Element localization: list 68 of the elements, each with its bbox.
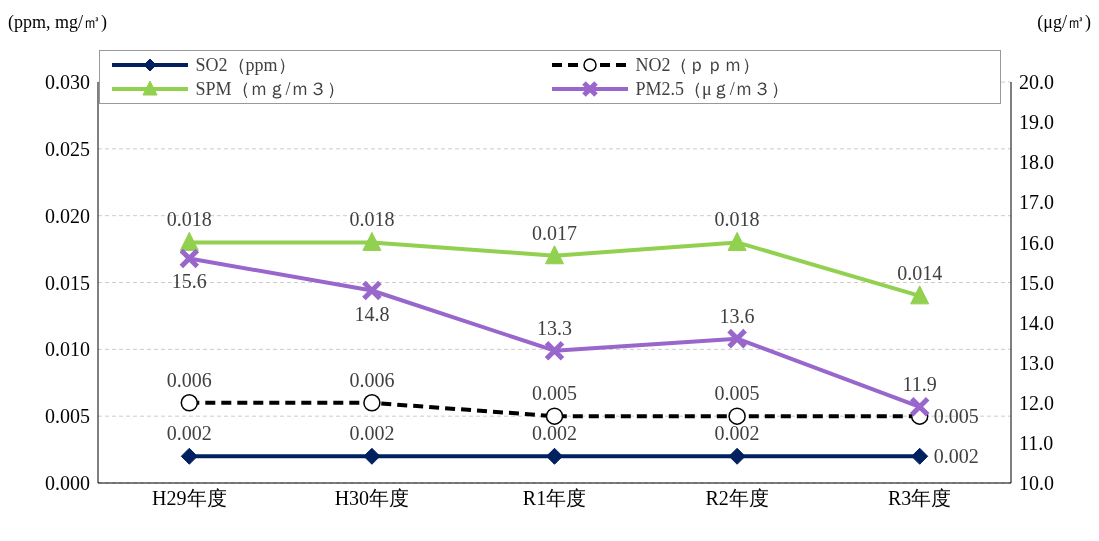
y2-tick-label: 16.0 xyxy=(1019,231,1054,254)
legend-label: PM2.5（μｇ/ｍ３） xyxy=(635,78,789,101)
data-label: 0.002 xyxy=(714,422,760,445)
data-label: 11.9 xyxy=(902,372,937,395)
data-label: 0.017 xyxy=(532,221,577,244)
data-label: 0.006 xyxy=(349,368,395,391)
y2-axis-title: (μg/㎥) xyxy=(1037,11,1091,34)
point xyxy=(363,447,381,465)
y2-tick-label: 20.0 xyxy=(1019,71,1054,94)
y-tick-label: 0.030 xyxy=(45,71,90,94)
y2-tick-label: 19.0 xyxy=(1019,111,1054,134)
point xyxy=(726,328,748,350)
point xyxy=(362,231,382,251)
x-tick-label: R3年度 xyxy=(888,487,952,510)
point xyxy=(909,396,931,418)
y-tick-label: 0.010 xyxy=(45,338,90,361)
point xyxy=(180,447,198,465)
data-label: 0.006 xyxy=(166,368,212,391)
legend-label: SO2（ppm） xyxy=(195,54,296,77)
data-label: 0.005 xyxy=(532,382,577,405)
y2-tick-label: 12.0 xyxy=(1019,391,1054,414)
data-label: 0.005 xyxy=(933,405,979,428)
y-axis-title: (ppm, mg/㎥) xyxy=(8,11,107,34)
y-tick-label: 0.025 xyxy=(45,137,90,160)
data-label: 0.018 xyxy=(714,208,760,231)
point xyxy=(545,245,564,265)
data-label: 13.6 xyxy=(719,304,755,327)
data-label: 0.018 xyxy=(349,208,395,231)
y2-tick-label: 13.0 xyxy=(1019,351,1054,374)
x-tick-label: H29年度 xyxy=(152,487,227,510)
point xyxy=(727,231,747,251)
data-label: 14.8 xyxy=(354,302,390,325)
data-label: 0.002 xyxy=(349,422,395,445)
point xyxy=(546,447,563,465)
point xyxy=(545,407,564,425)
x-tick-label: R2年度 xyxy=(705,487,769,510)
point xyxy=(910,285,930,305)
point xyxy=(911,447,929,465)
data-label: 0.002 xyxy=(532,422,577,445)
y-tick-label: 0.005 xyxy=(45,405,90,428)
point xyxy=(179,231,199,251)
data-label: 0.002 xyxy=(933,445,979,468)
y-tick-label: 0.000 xyxy=(45,472,90,495)
y2-tick-label: 10.0 xyxy=(1019,472,1054,495)
data-label: 0.014 xyxy=(897,261,943,284)
data-label: 15.6 xyxy=(171,270,207,293)
y2-tick-label: 11.0 xyxy=(1019,432,1054,454)
y2-tick-label: 15.0 xyxy=(1019,271,1054,294)
y2-tick-label: 14.0 xyxy=(1019,311,1054,334)
data-label: 0.018 xyxy=(166,208,212,231)
y-tick-label: 0.015 xyxy=(45,271,90,294)
x-tick-label: H30年度 xyxy=(334,487,410,510)
point xyxy=(178,247,200,269)
point xyxy=(363,394,381,412)
point xyxy=(361,280,383,302)
point xyxy=(544,340,565,362)
y2-tick-label: 18.0 xyxy=(1019,151,1054,174)
y2-tick-label: 17.0 xyxy=(1019,191,1054,214)
data-label: 0.005 xyxy=(714,382,760,405)
data-label: 0.002 xyxy=(166,422,212,445)
y-tick-label: 0.020 xyxy=(45,204,90,227)
point xyxy=(728,407,746,425)
data-label: 13.3 xyxy=(537,316,572,339)
x-tick-label: R1年度 xyxy=(522,487,587,510)
legend-label: SPM（ｍｇ/ｍ３） xyxy=(195,78,345,101)
legend-label: NO2（ｐｐｍ） xyxy=(635,54,761,77)
point xyxy=(180,394,199,412)
point xyxy=(728,447,746,465)
